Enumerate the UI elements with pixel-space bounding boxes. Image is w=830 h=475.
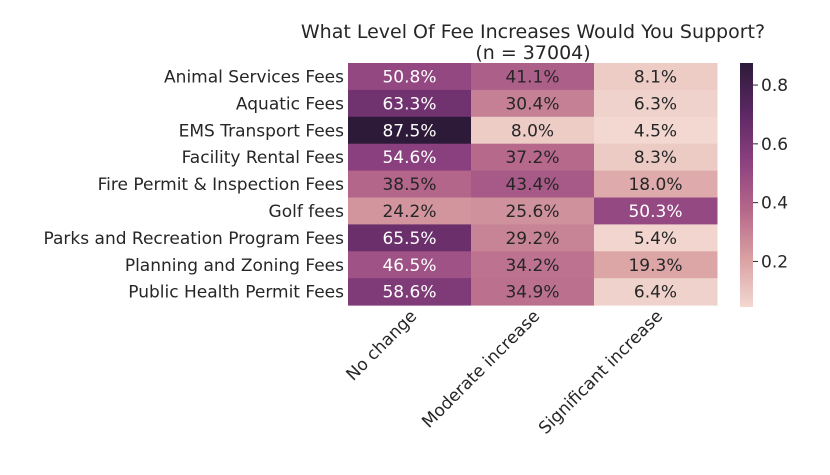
cell-value-label: 34.2% bbox=[505, 256, 559, 276]
colorbar-tick-label: 0.8 bbox=[761, 76, 788, 96]
row-label: EMS Transport Fees bbox=[179, 121, 345, 141]
row-label: Animal Services Fees bbox=[164, 67, 344, 87]
cell-value-label: 29.2% bbox=[505, 229, 559, 249]
heatmap-cell bbox=[348, 251, 472, 279]
heatmap-cell bbox=[348, 89, 472, 118]
heatmap-cell bbox=[594, 197, 718, 225]
heatmap-cell bbox=[471, 278, 595, 306]
cell-value-label: 5.4% bbox=[634, 229, 677, 249]
cell-value-label: 8.0% bbox=[511, 121, 554, 141]
heatmap-cell bbox=[594, 89, 718, 118]
cell-value-label: 43.4% bbox=[505, 175, 559, 195]
cell-value-label: 65.5% bbox=[382, 229, 436, 249]
row-label: Planning and Zoning Fees bbox=[125, 256, 344, 276]
column-label: No change bbox=[342, 306, 421, 385]
heatmap-cell bbox=[471, 63, 595, 91]
heatmap-cell bbox=[594, 143, 718, 172]
cell-value-label: 58.6% bbox=[382, 283, 436, 303]
heatmap-cell bbox=[594, 278, 718, 306]
cell-value-label: 38.5% bbox=[382, 175, 436, 195]
heatmap-cell bbox=[471, 197, 595, 225]
colorbar-gradient bbox=[740, 63, 753, 307]
colorbar-tick-label: 0.4 bbox=[761, 194, 788, 214]
heatmap-cell bbox=[471, 224, 595, 252]
cell-value-label: 50.3% bbox=[628, 202, 682, 222]
heatmap-cell bbox=[471, 143, 595, 172]
heatmap-cell bbox=[471, 89, 595, 118]
column-label: Moderate increase bbox=[418, 306, 544, 432]
column-label: Significant increase bbox=[535, 306, 667, 438]
heatmap-cell bbox=[471, 170, 595, 198]
heatmap-cell bbox=[348, 143, 472, 172]
cell-value-label: 63.3% bbox=[382, 94, 436, 114]
row-label: Parks and Recreation Program Fees bbox=[44, 229, 345, 249]
row-label: Facility Rental Fees bbox=[182, 148, 345, 168]
row-label: Aquatic Fees bbox=[236, 94, 344, 114]
heatmap-cell bbox=[348, 278, 472, 306]
heatmap-cell bbox=[594, 224, 718, 252]
colorbar-tick-label: 0.2 bbox=[761, 252, 788, 272]
heatmap-cell bbox=[348, 197, 472, 225]
heatmap-cell bbox=[594, 170, 718, 198]
heatmap-cell bbox=[471, 251, 595, 279]
cell-value-label: 4.5% bbox=[634, 121, 677, 141]
heatmap-cell bbox=[348, 170, 472, 198]
heatmap-cell bbox=[471, 116, 595, 145]
cell-value-label: 54.6% bbox=[382, 148, 436, 168]
heatmap-cell bbox=[348, 224, 472, 252]
heatmap-cells: 50.8% 41.1% 8.1% 63.3% 30.4% 6.3% 87.5% 8.0% 4.5… bbox=[348, 63, 718, 306]
cell-value-label: 19.3% bbox=[628, 256, 682, 276]
row-label: Golf fees bbox=[269, 202, 345, 222]
cell-value-label: 87.5% bbox=[382, 121, 436, 141]
heatmap-cell bbox=[348, 63, 472, 91]
cell-value-label: 8.1% bbox=[634, 67, 677, 87]
colorbar-ticks: 0.2 0.4 0.6 0.8 bbox=[753, 76, 788, 272]
cell-value-label: 25.6% bbox=[505, 202, 559, 222]
cell-value-label: 50.8% bbox=[382, 67, 436, 87]
cell-value-label: 30.4% bbox=[505, 94, 559, 114]
heatmap-cell bbox=[348, 116, 472, 145]
colorbar: 0.2 0.4 0.6 0.8 bbox=[740, 63, 788, 307]
colorbar-tick-label: 0.6 bbox=[761, 135, 788, 155]
heatmap-cell bbox=[594, 251, 718, 279]
cell-value-label: 24.2% bbox=[382, 202, 436, 222]
cell-value-label: 41.1% bbox=[505, 67, 559, 87]
cell-value-label: 8.3% bbox=[634, 148, 677, 168]
chart-title: What Level Of Fee Increases Would You Su… bbox=[301, 21, 765, 43]
cell-value-label: 37.2% bbox=[505, 148, 559, 168]
cell-value-label: 18.0% bbox=[628, 175, 682, 195]
chart-subtitle: (n = 37004) bbox=[475, 42, 590, 64]
cell-value-label: 6.4% bbox=[634, 283, 677, 303]
row-label: Fire Permit & Inspection Fees bbox=[98, 175, 345, 195]
cell-value-label: 6.3% bbox=[634, 94, 677, 114]
heatmap-cell bbox=[594, 116, 718, 145]
cell-value-label: 46.5% bbox=[382, 256, 436, 276]
cell-value-label: 34.9% bbox=[505, 283, 559, 303]
row-label: Public Health Permit Fees bbox=[128, 283, 344, 303]
heatmap-cell bbox=[594, 63, 718, 91]
row-labels: Animal Services Fees Aquatic Fees EMS Tran… bbox=[44, 67, 345, 302]
